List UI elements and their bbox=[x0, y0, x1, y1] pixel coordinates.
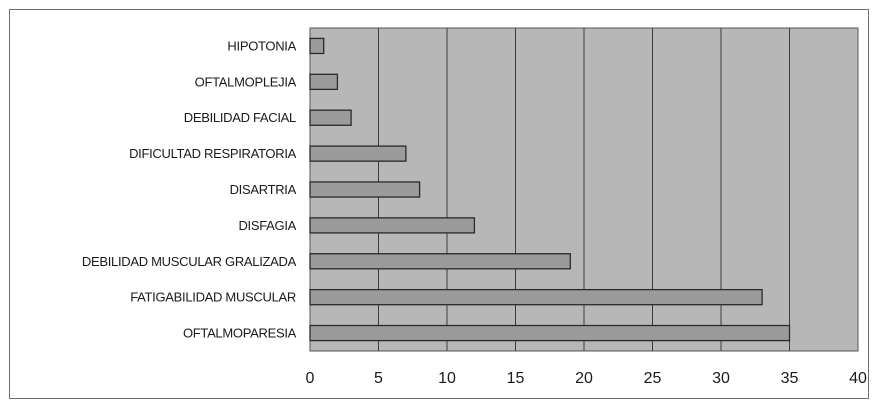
x-tick-label: 30 bbox=[712, 370, 730, 387]
bar bbox=[309, 253, 571, 270]
category-label: FATIGABILIDAD MUSCULAR bbox=[130, 290, 296, 305]
bar bbox=[309, 181, 421, 198]
bar bbox=[309, 217, 476, 234]
category-label: OFTALMOPLEJIA bbox=[195, 74, 297, 89]
bar bbox=[309, 288, 763, 306]
bar bbox=[309, 145, 407, 162]
category-label: DISFAGIA bbox=[238, 218, 296, 233]
x-tick-label: 25 bbox=[644, 370, 662, 387]
x-tick-label: 10 bbox=[438, 370, 456, 387]
bars bbox=[309, 37, 791, 342]
x-tick-label: 15 bbox=[507, 370, 525, 387]
category-label: HIPOTONIA bbox=[227, 38, 296, 53]
x-tick-label: 0 bbox=[306, 370, 315, 387]
category-label: DEBILIDAD FACIAL bbox=[184, 110, 296, 125]
bar bbox=[309, 37, 325, 55]
category-label: DIFICULTAD RESPIRATORIA bbox=[129, 146, 297, 161]
x-tick-label: 40 bbox=[849, 370, 867, 387]
bar bbox=[309, 73, 339, 91]
category-labels: HIPOTONIA OFTALMOPLEJIA DEBILIDAD FACIAL DI… bbox=[82, 38, 297, 340]
category-label: DISARTRIA bbox=[230, 182, 297, 197]
bar bbox=[309, 324, 791, 342]
x-tick-label: 35 bbox=[781, 370, 799, 387]
x-tick-labels: 0 5 10 15 20 25 30 35 40 bbox=[306, 370, 867, 387]
category-label: OFTALMOPARESIA bbox=[183, 326, 297, 341]
category-label: DEBILIDAD MUSCULAR GRALIZADA bbox=[82, 254, 297, 269]
x-tick-label: 5 bbox=[374, 370, 383, 387]
bar bbox=[309, 109, 352, 126]
x-tick-label: 20 bbox=[575, 370, 593, 387]
